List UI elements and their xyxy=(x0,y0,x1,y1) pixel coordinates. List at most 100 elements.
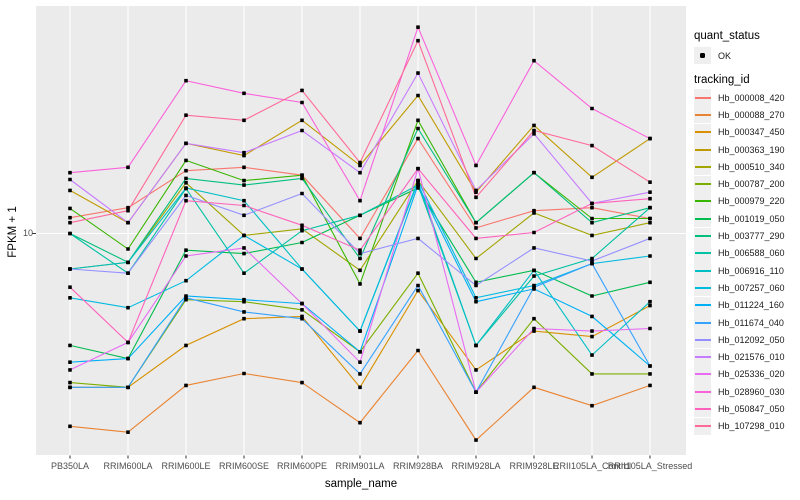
legend-key-box xyxy=(694,331,711,349)
data-point xyxy=(532,316,536,321)
data-point xyxy=(416,178,420,183)
data-point xyxy=(358,170,362,175)
x-tick-label: PB350LA xyxy=(50,461,90,471)
data-point xyxy=(590,294,594,298)
data-point xyxy=(184,383,188,388)
legend-key-line-icon xyxy=(694,425,711,428)
data-point xyxy=(184,141,188,146)
data-point xyxy=(358,268,362,273)
legend-key-box xyxy=(694,141,711,159)
legend-item-label: Hb_000088_270 xyxy=(718,109,785,120)
data-point xyxy=(590,216,594,221)
x-tick-label: RRIM600PE xyxy=(276,461,328,471)
legend-item: Hb_028960_030 xyxy=(694,383,800,401)
data-point xyxy=(590,314,594,319)
data-point xyxy=(242,297,246,302)
legend-item-ok: OK xyxy=(694,47,800,64)
x-axis-tick-labels: PB350LA RRIM600LA RRIM600LE RRIM600SE RRIM60… xyxy=(0,461,800,473)
data-point xyxy=(416,136,420,141)
x-tick-label: RRIM928LA xyxy=(451,461,501,471)
data-point xyxy=(590,220,594,225)
data-point xyxy=(532,170,536,175)
data-point xyxy=(590,201,594,206)
data-point xyxy=(300,88,304,93)
legend-item-label: Hb_007257_060 xyxy=(718,282,785,293)
legend-title-tracking-id: tracking_id xyxy=(694,74,750,86)
data-point xyxy=(416,71,420,75)
data-point xyxy=(358,160,362,165)
legend-item-label: Hb_025336_020 xyxy=(718,369,785,380)
legend-item: Hb_006916_110 xyxy=(694,262,800,280)
data-point xyxy=(68,360,72,364)
data-point xyxy=(416,236,420,241)
data-point xyxy=(300,380,304,385)
data-point xyxy=(590,106,594,111)
data-point xyxy=(68,267,72,271)
data-point xyxy=(474,296,478,300)
data-point xyxy=(68,215,72,220)
legend-item: Hb_000347_450 xyxy=(694,123,800,141)
data-point xyxy=(68,285,72,289)
data-point xyxy=(532,285,536,289)
legend-key-box xyxy=(694,175,711,193)
data-point xyxy=(474,163,478,168)
data-point xyxy=(358,420,362,425)
data-point xyxy=(532,211,536,215)
legend-key-box xyxy=(694,227,711,245)
data-point xyxy=(126,165,130,170)
data-point xyxy=(300,228,304,233)
data-point xyxy=(68,170,72,175)
data-point xyxy=(242,271,246,275)
data-point xyxy=(184,168,188,173)
data-point xyxy=(474,226,478,230)
legend-key-line-icon xyxy=(694,252,711,255)
legend-item-label: Hb_000363_190 xyxy=(718,144,785,155)
data-point xyxy=(358,248,362,252)
data-point xyxy=(358,385,362,390)
x-tick-label: RRIM928LE xyxy=(509,461,559,471)
data-point xyxy=(648,364,652,368)
legend-item-label: Hb_011224_160 xyxy=(718,300,784,311)
legend-key-line-icon xyxy=(694,131,711,134)
data-point xyxy=(184,198,188,203)
data-point xyxy=(184,278,188,283)
legend-key-line-icon xyxy=(694,148,711,151)
data-point xyxy=(416,186,420,190)
data-point xyxy=(416,118,420,123)
legend-item: Hb_107298_010 xyxy=(694,417,800,435)
legend-key-line-icon xyxy=(694,304,711,307)
tracking-id-legend-items: Hb_000008_420 Hb_000088_270 Hb_000347_450 H… xyxy=(694,89,800,435)
legend-item: Hb_000787_200 xyxy=(694,175,800,193)
data-point xyxy=(184,254,188,258)
data-point xyxy=(68,424,72,429)
data-point xyxy=(648,303,652,308)
data-point xyxy=(358,350,362,354)
data-point xyxy=(648,236,652,241)
data-point xyxy=(358,372,362,376)
legend-key-box xyxy=(694,244,711,262)
legend-key-line-icon xyxy=(694,321,711,324)
data-point xyxy=(68,380,72,385)
data-point xyxy=(648,196,652,201)
data-point xyxy=(184,186,188,190)
data-point xyxy=(300,240,304,245)
data-point xyxy=(648,216,652,221)
data-point xyxy=(242,165,246,170)
data-point xyxy=(300,308,304,312)
legend-item: Hb_011674_040 xyxy=(694,314,800,331)
data-point xyxy=(648,372,652,376)
data-point xyxy=(68,206,72,211)
data-point xyxy=(300,176,304,181)
data-point xyxy=(590,403,594,408)
legend-item-label: Hb_006588_060 xyxy=(718,248,785,259)
data-point xyxy=(648,326,652,331)
legend-key-line-icon xyxy=(694,235,711,238)
data-point xyxy=(242,316,246,321)
data-point xyxy=(532,385,536,390)
data-point xyxy=(126,208,130,213)
data-point xyxy=(358,213,362,218)
x-tick-label: RRII105LA_Stressed xyxy=(607,461,693,471)
x-tick-label: RRII105LA_Control xyxy=(552,461,632,471)
data-point xyxy=(590,175,594,180)
